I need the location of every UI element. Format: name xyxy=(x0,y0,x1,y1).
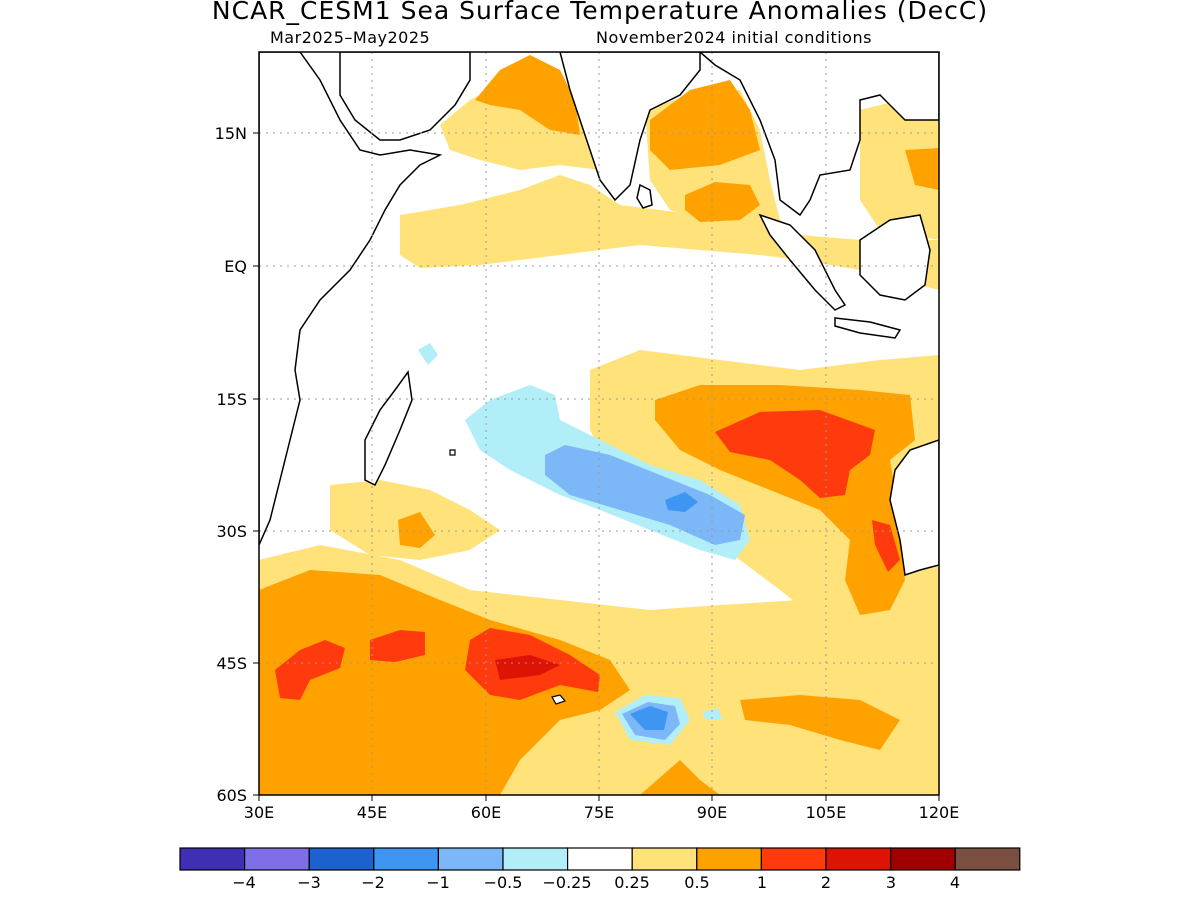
map-title: NCAR_CESM1 Sea Surface Temperature Anoma… xyxy=(211,0,989,25)
southeast-orange xyxy=(740,695,900,750)
legend-label: −4 xyxy=(232,873,256,892)
latitude-labels: 15N EQ 15S 30S 45S 60S xyxy=(215,124,247,805)
legend-swatch xyxy=(373,847,439,871)
y-tick-label: 15S xyxy=(216,390,247,409)
legend-swatch xyxy=(954,847,1021,871)
x-tick-label: 60E xyxy=(471,803,501,822)
initial-conditions: November2024 initial conditions xyxy=(596,28,872,47)
y-tick-label: EQ xyxy=(224,257,247,276)
legend-swatch xyxy=(825,847,892,871)
y-tick-label: 15N xyxy=(215,124,247,143)
southwest-red-1 xyxy=(275,640,345,700)
y-tick-label: 60S xyxy=(216,786,247,805)
legend-labels: −4 −3 −2 −1 −0.5 −0.25 0.25 0.5 1 2 3 4 xyxy=(232,873,960,892)
maritime-orange xyxy=(905,148,939,190)
bengal-orange-2 xyxy=(685,182,760,222)
cold-dot xyxy=(418,343,438,365)
madagascar-land xyxy=(364,370,413,487)
southwest-orange xyxy=(259,570,630,795)
maritime-warm xyxy=(860,100,939,240)
legend-label: 0.25 xyxy=(614,873,650,892)
mascarene-land xyxy=(449,449,456,456)
legend-label: −0.5 xyxy=(484,873,523,892)
india-land xyxy=(559,52,701,202)
sumatra-land xyxy=(758,213,847,311)
legend-label: −3 xyxy=(297,873,321,892)
legend-swatch xyxy=(502,847,569,871)
southwest-red-2 xyxy=(370,630,425,662)
legend-swatch xyxy=(308,847,375,871)
legend-label: −1 xyxy=(426,873,450,892)
kerguelen-land xyxy=(551,694,567,705)
x-tick-label: 30E xyxy=(244,803,274,822)
axis-ticks xyxy=(253,132,940,801)
longitude-labels: 30E 45E 60E 75E 90E 105E 120E xyxy=(244,803,960,822)
x-tick-label: 120E xyxy=(919,803,960,822)
legend-label: 4 xyxy=(950,873,960,892)
y-tick-label: 30S xyxy=(216,522,247,541)
legend-label: 1 xyxy=(757,873,767,892)
legend-swatch xyxy=(437,847,504,871)
sri-lanka-land xyxy=(636,183,653,209)
dark-red-core xyxy=(495,655,560,680)
legend-swatch xyxy=(760,847,827,871)
africa-land xyxy=(259,52,443,546)
northern-warm-band xyxy=(400,175,939,290)
java-land xyxy=(834,317,902,339)
cold-tongue-1 xyxy=(665,492,698,512)
legend-label: 3 xyxy=(886,873,896,892)
legend-swatch xyxy=(179,847,246,871)
legend-swatch xyxy=(566,847,633,871)
legend-swatch xyxy=(696,847,762,871)
x-tick-label: 105E xyxy=(806,803,847,822)
legend-label: −0.25 xyxy=(542,873,591,892)
gridlines xyxy=(259,52,939,795)
cold-tongue-05 xyxy=(545,445,745,545)
east-red xyxy=(715,410,875,498)
legend-swatch xyxy=(889,847,956,871)
australia-land xyxy=(889,439,939,576)
borneo-land xyxy=(859,214,931,301)
small-orange xyxy=(398,512,435,548)
cold-patch-south-1 xyxy=(630,706,668,730)
legend-label: 0.5 xyxy=(684,873,709,892)
east-red-2 xyxy=(872,520,900,572)
forecast-period: Mar2025–May2025 xyxy=(270,28,431,47)
x-tick-label: 90E xyxy=(697,803,727,822)
cold-dot-2 xyxy=(702,708,722,720)
south-orange xyxy=(640,760,720,795)
color-legend xyxy=(179,847,1021,871)
x-tick-label: 75E xyxy=(584,803,614,822)
y-tick-label: 45S xyxy=(216,654,247,673)
legend-swatch xyxy=(244,847,310,871)
legend-swatch xyxy=(631,847,698,871)
legend-label: −2 xyxy=(361,873,385,892)
legend-label: 2 xyxy=(821,873,831,892)
x-tick-label: 45E xyxy=(357,803,387,822)
bengal-orange xyxy=(650,80,760,170)
arabian-orange xyxy=(475,55,580,135)
